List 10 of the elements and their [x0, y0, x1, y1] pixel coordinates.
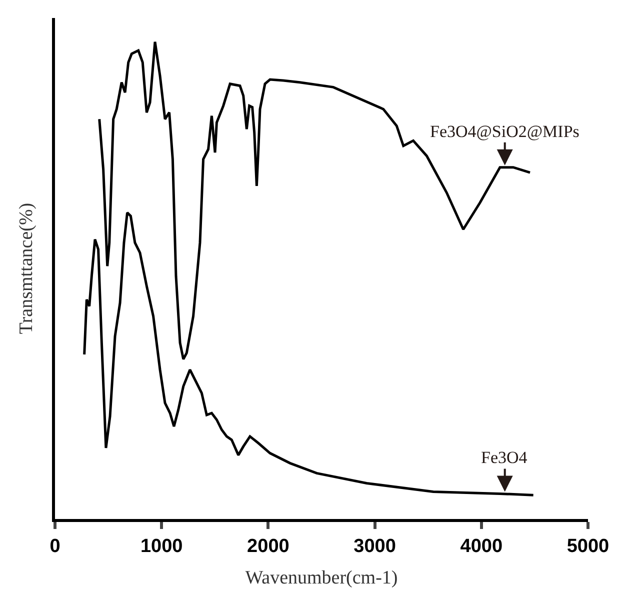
annotation: Fe3O4 — [481, 448, 528, 467]
x-tick-label: 3000 — [354, 536, 396, 557]
x-tick-label: 2000 — [247, 536, 290, 557]
x-tick-label: 1000 — [140, 536, 183, 557]
x-axis-title: Wavenumber(cm-1) — [245, 568, 398, 589]
x-tick-label: 5000 — [566, 536, 610, 557]
y-axis-title: Transmttance(%) — [16, 202, 37, 334]
x-tick-label: 0 — [50, 536, 60, 557]
annotation: Fe3O4@SiO2@MIPs — [430, 122, 580, 141]
x-tick-label: 4000 — [460, 536, 503, 557]
